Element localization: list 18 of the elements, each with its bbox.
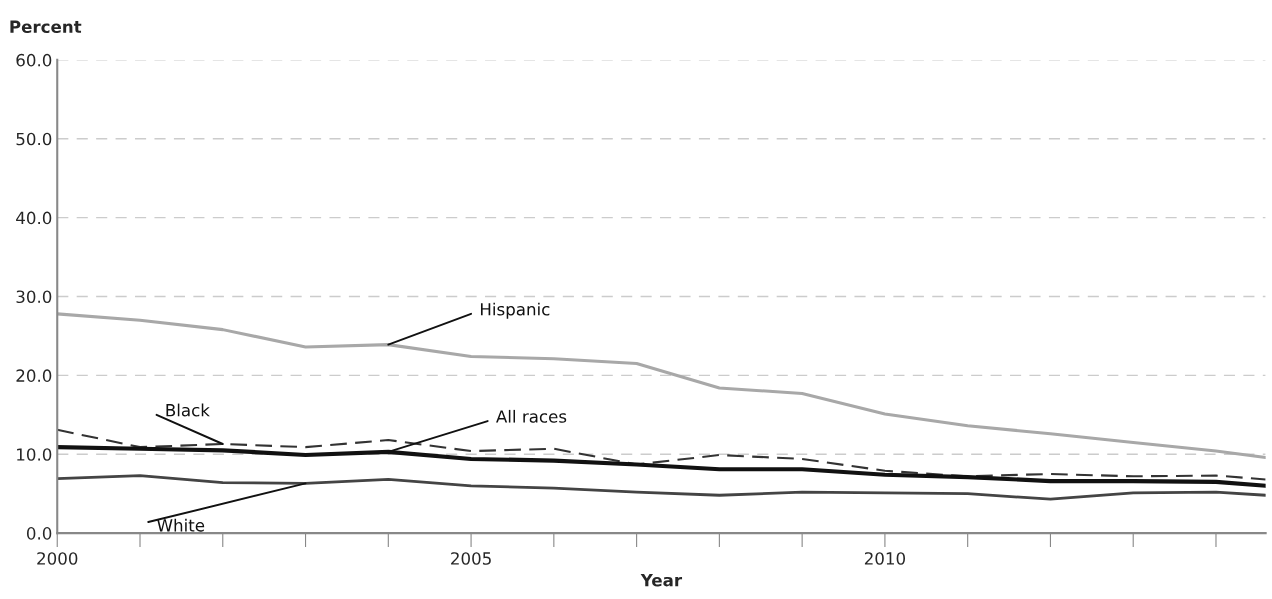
y-tick-label: 40.0 — [16, 211, 52, 225]
line-series — [57, 474, 1266, 501]
y-tick-label: 50.0 — [16, 132, 52, 146]
x-tick-label: 2010 — [864, 552, 906, 565]
y-tick-label: 0.0 — [26, 527, 52, 540]
y-tick-label: 60.0 — [16, 53, 52, 67]
line-series — [57, 428, 1266, 481]
y-tick-label: 10.0 — [17, 448, 52, 461]
y-tick-label: 20.0 — [16, 369, 52, 382]
x-tick-label: 2000 — [37, 552, 78, 565]
series-label: Black — [166, 403, 210, 417]
y-tick-label: 30.0 — [16, 290, 52, 304]
text: Hispanic — [480, 302, 550, 319]
x-axis-title: Year — [640, 574, 683, 587]
x-tick-label: 2005 — [451, 552, 491, 565]
y-axis-title: Percent — [10, 20, 82, 34]
text: White — [157, 518, 205, 532]
text: All races — [496, 409, 567, 423]
